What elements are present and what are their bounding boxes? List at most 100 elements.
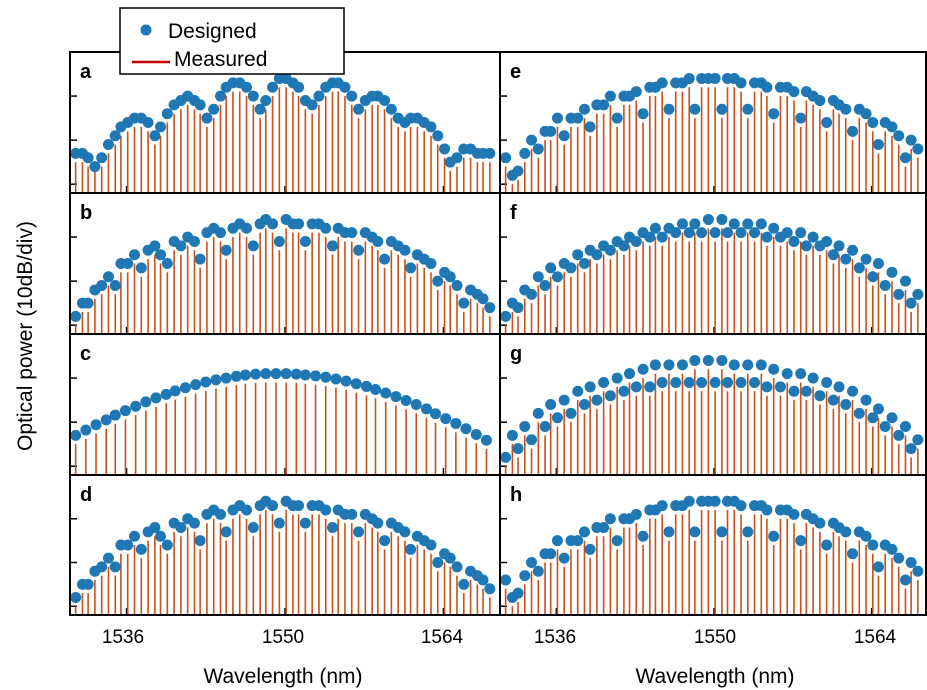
designed-point xyxy=(867,117,879,128)
designed-point xyxy=(444,271,456,283)
designed-point xyxy=(735,376,747,388)
designed-point xyxy=(405,262,417,274)
designed-point xyxy=(102,139,114,151)
designed-point xyxy=(379,253,391,265)
designed-point xyxy=(372,517,384,529)
designed-point xyxy=(565,262,577,274)
designed-point xyxy=(460,423,472,435)
designed-point xyxy=(795,227,807,239)
designed-point xyxy=(267,500,279,512)
panel-label-c: c xyxy=(80,343,91,365)
designed-point xyxy=(761,381,773,393)
designed-point xyxy=(470,428,482,440)
panel-label-f: f xyxy=(510,202,517,224)
designed-point xyxy=(149,130,161,142)
designed-point xyxy=(872,403,884,415)
designed-point xyxy=(893,288,905,300)
designed-point xyxy=(254,103,266,115)
designed-point xyxy=(119,405,131,417)
designed-point xyxy=(161,108,173,120)
designed-point xyxy=(425,539,437,551)
designed-point xyxy=(689,218,701,230)
x-tick-label-left-1564: 1564 xyxy=(421,627,464,648)
designed-point xyxy=(188,235,200,247)
designed-point xyxy=(399,244,411,256)
designed-point xyxy=(663,103,675,115)
designed-point xyxy=(867,412,879,424)
designed-point xyxy=(630,235,642,247)
designed-point xyxy=(526,557,538,568)
x-tick-label-right-1550: 1550 xyxy=(694,627,736,648)
designed-point xyxy=(872,258,884,269)
designed-point xyxy=(683,376,695,388)
designed-point xyxy=(860,530,872,542)
designed-point xyxy=(683,72,695,84)
designed-point xyxy=(558,394,570,406)
designed-point xyxy=(425,258,437,269)
panel-label-d: d xyxy=(80,484,92,506)
designed-point xyxy=(788,86,800,98)
designed-point xyxy=(109,561,121,573)
designed-point xyxy=(656,231,668,243)
designed-point xyxy=(439,143,451,155)
panel-label-g: g xyxy=(510,343,522,365)
designed-point xyxy=(709,495,721,507)
panel-f: f xyxy=(500,202,924,334)
legend-measured-label: Measured xyxy=(174,48,267,71)
designed-point xyxy=(82,152,94,164)
x-axis-title-left: Wavelength (nm) xyxy=(203,665,362,688)
designed-point xyxy=(821,376,833,388)
designed-point xyxy=(709,72,721,84)
designed-point xyxy=(572,385,584,397)
designed-point xyxy=(194,253,206,265)
panel-c: c xyxy=(70,343,492,475)
designed-point xyxy=(742,359,754,371)
designed-point xyxy=(210,374,222,386)
designed-point xyxy=(558,130,570,142)
designed-point xyxy=(781,227,793,239)
designed-point xyxy=(604,390,616,402)
designed-point xyxy=(624,368,636,380)
designed-point xyxy=(432,275,444,287)
designed-point xyxy=(611,372,623,384)
panel-h: h xyxy=(500,484,924,615)
designed-point xyxy=(611,112,623,124)
designed-point xyxy=(847,385,859,397)
designed-point xyxy=(70,310,82,322)
designed-point xyxy=(598,522,610,533)
designed-point xyxy=(320,222,332,234)
designed-point xyxy=(400,395,412,407)
designed-point xyxy=(761,81,773,93)
designed-point xyxy=(814,390,826,402)
designed-point xyxy=(847,125,859,137)
designed-point xyxy=(267,81,279,93)
designed-point xyxy=(656,500,668,512)
panel-g: g xyxy=(500,343,924,475)
designed-point xyxy=(709,376,721,388)
designed-point xyxy=(89,161,101,173)
designed-point xyxy=(260,94,272,106)
designed-point xyxy=(310,370,322,382)
designed-point xyxy=(458,578,470,590)
designed-point xyxy=(847,548,859,560)
designed-point xyxy=(175,240,187,252)
designed-point xyxy=(80,424,92,436)
designed-point xyxy=(267,218,279,230)
designed-point xyxy=(618,240,630,252)
designed-point xyxy=(350,378,362,390)
designed-point xyxy=(749,227,761,239)
designed-point xyxy=(886,266,898,278)
designed-point xyxy=(399,526,411,538)
designed-point xyxy=(683,495,695,507)
designed-point xyxy=(689,526,701,538)
designed-point xyxy=(742,218,754,230)
designed-point xyxy=(155,121,167,133)
designed-point xyxy=(260,368,272,380)
designed-point xyxy=(194,535,206,547)
designed-point xyxy=(676,359,688,371)
designed-point xyxy=(709,227,721,239)
designed-point xyxy=(630,86,642,98)
designed-point xyxy=(353,103,365,115)
designed-point xyxy=(591,249,603,261)
designed-point xyxy=(872,139,884,151)
